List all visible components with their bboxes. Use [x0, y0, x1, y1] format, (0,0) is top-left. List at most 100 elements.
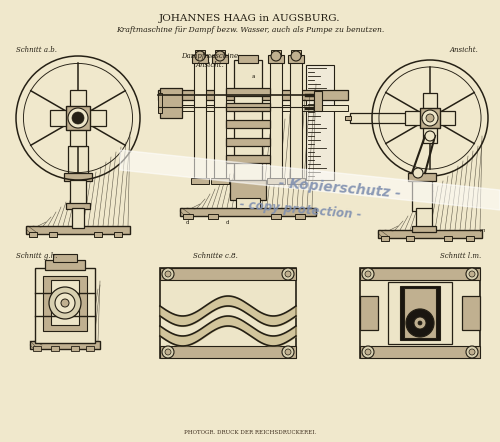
Text: Dampfmaschine: Dampfmaschine	[182, 52, 238, 60]
Bar	[30, 341, 100, 349]
Circle shape	[285, 349, 291, 355]
Bar	[236, 198, 260, 208]
Bar	[43, 276, 87, 331]
Bar	[114, 232, 122, 237]
Circle shape	[291, 51, 301, 61]
Bar	[195, 50, 205, 56]
Bar	[345, 116, 351, 120]
Circle shape	[55, 293, 75, 313]
Circle shape	[466, 346, 478, 358]
Bar	[378, 230, 482, 238]
Bar	[360, 268, 480, 358]
Bar	[423, 93, 437, 143]
Bar	[180, 208, 316, 216]
Circle shape	[282, 268, 294, 280]
Bar	[295, 214, 305, 219]
Bar	[45, 260, 85, 270]
Circle shape	[73, 113, 83, 123]
Bar	[211, 178, 229, 184]
Circle shape	[365, 349, 371, 355]
Bar	[226, 88, 270, 96]
Text: m: m	[479, 228, 485, 233]
Bar	[412, 176, 432, 211]
Circle shape	[162, 346, 174, 358]
Bar	[271, 214, 281, 219]
Text: - Kopierschutz -: - Kopierschutz -	[278, 175, 402, 200]
Bar	[192, 55, 208, 63]
Bar	[466, 236, 474, 241]
Circle shape	[362, 346, 374, 358]
Bar	[404, 288, 436, 338]
Bar	[66, 203, 90, 209]
Bar	[64, 173, 92, 181]
Bar	[400, 286, 440, 340]
Bar	[226, 138, 270, 146]
Bar	[290, 60, 302, 180]
Bar	[70, 90, 86, 146]
Circle shape	[165, 271, 171, 277]
Bar	[53, 254, 77, 262]
Circle shape	[413, 168, 423, 178]
Circle shape	[165, 349, 171, 355]
Circle shape	[425, 131, 435, 141]
Bar	[226, 103, 270, 111]
Circle shape	[72, 112, 84, 124]
Text: Kraftmaschine für Dampf bezw. Wasser, auch als Pumpe zu benutzen.: Kraftmaschine für Dampf bezw. Wasser, au…	[116, 26, 384, 34]
Bar	[287, 178, 305, 184]
Bar	[94, 232, 102, 237]
Circle shape	[73, 113, 83, 123]
Bar	[212, 55, 228, 63]
Circle shape	[362, 268, 374, 280]
Bar	[194, 60, 206, 180]
Bar	[50, 110, 106, 126]
Text: d: d	[186, 220, 190, 225]
Text: Schnitt g.h.: Schnitt g.h.	[16, 252, 58, 260]
Bar	[158, 105, 348, 111]
Text: Schnitte c.8.: Schnitte c.8.	[192, 252, 238, 260]
Bar	[72, 208, 84, 228]
Bar	[306, 65, 334, 180]
Bar	[86, 346, 94, 351]
Bar	[420, 108, 440, 128]
Bar	[26, 226, 130, 234]
Bar	[291, 50, 301, 56]
Bar	[405, 111, 455, 125]
Bar	[66, 106, 90, 130]
Bar	[71, 346, 79, 351]
Circle shape	[414, 317, 426, 329]
Bar	[388, 282, 452, 344]
Text: a: a	[252, 74, 255, 79]
Bar	[68, 146, 88, 176]
Text: d: d	[226, 220, 230, 225]
Bar	[288, 55, 304, 63]
Circle shape	[215, 51, 225, 61]
Bar	[267, 178, 285, 184]
Circle shape	[420, 107, 440, 129]
Bar	[238, 55, 258, 63]
Bar	[33, 346, 41, 351]
Circle shape	[469, 271, 475, 277]
Bar	[412, 226, 436, 232]
Bar	[49, 232, 57, 237]
Bar	[360, 346, 480, 358]
Text: JOHANNES HAAG in AUGSBURG.: JOHANNES HAAG in AUGSBURG.	[159, 14, 341, 23]
Bar	[234, 60, 262, 182]
Bar	[360, 268, 480, 280]
Text: Ansicht.: Ansicht.	[196, 61, 224, 69]
Bar	[160, 88, 182, 118]
Bar	[158, 93, 162, 113]
Circle shape	[365, 271, 371, 277]
Circle shape	[67, 107, 89, 129]
Bar	[406, 236, 414, 241]
Bar	[158, 90, 348, 100]
Text: Schnitt l.m.: Schnitt l.m.	[440, 252, 481, 260]
Circle shape	[466, 268, 478, 280]
Circle shape	[422, 110, 438, 126]
Circle shape	[61, 299, 69, 307]
Bar	[51, 346, 59, 351]
Bar	[381, 236, 389, 241]
Circle shape	[49, 287, 81, 319]
Bar	[208, 214, 218, 219]
Circle shape	[426, 113, 434, 122]
Bar	[226, 120, 270, 128]
